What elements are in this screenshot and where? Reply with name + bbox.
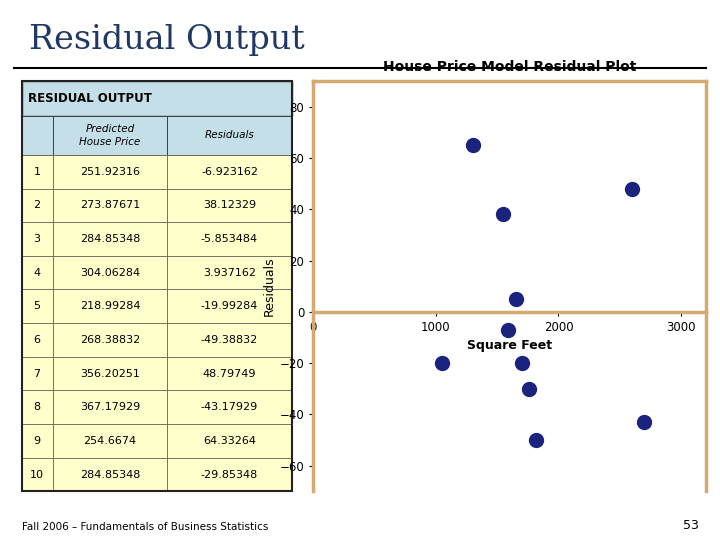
Text: 9: 9 (34, 436, 41, 446)
Text: -49.38832: -49.38832 (201, 335, 258, 345)
Text: Predicted
House Price: Predicted House Price (79, 124, 140, 146)
FancyBboxPatch shape (167, 424, 292, 458)
Point (531, 436, 542, 444)
Text: Residuals: Residuals (204, 130, 254, 140)
FancyBboxPatch shape (22, 357, 53, 390)
FancyBboxPatch shape (53, 458, 167, 491)
Text: 268.38832: 268.38832 (80, 335, 140, 345)
FancyBboxPatch shape (22, 256, 53, 289)
FancyBboxPatch shape (167, 116, 292, 155)
FancyBboxPatch shape (22, 458, 53, 491)
FancyBboxPatch shape (22, 81, 292, 116)
Text: 38.12329: 38.12329 (203, 200, 256, 211)
Text: 356.20251: 356.20251 (80, 369, 140, 379)
Text: -6.923162: -6.923162 (201, 167, 258, 177)
FancyBboxPatch shape (22, 424, 53, 458)
Text: 1: 1 (34, 167, 40, 177)
FancyBboxPatch shape (53, 390, 167, 424)
Text: 53: 53 (683, 519, 698, 532)
Point (510, 295, 521, 303)
Point (516, 359, 528, 368)
X-axis label: Square Feet: Square Feet (467, 340, 552, 353)
Text: 254.6674: 254.6674 (84, 436, 137, 446)
FancyBboxPatch shape (167, 222, 292, 256)
FancyBboxPatch shape (53, 188, 167, 222)
Text: RESIDUAL OUTPUT: RESIDUAL OUTPUT (28, 92, 152, 105)
Text: 5: 5 (34, 301, 40, 311)
FancyBboxPatch shape (22, 188, 53, 222)
Point (523, 384, 535, 393)
FancyBboxPatch shape (167, 390, 292, 424)
Text: 48.79749: 48.79749 (203, 369, 256, 379)
Text: 284.85348: 284.85348 (80, 234, 140, 244)
FancyBboxPatch shape (167, 458, 292, 491)
Text: 251.92316: 251.92316 (80, 167, 140, 177)
Text: 3.937162: 3.937162 (203, 268, 256, 278)
Text: 284.85348: 284.85348 (80, 470, 140, 480)
FancyBboxPatch shape (167, 289, 292, 323)
FancyBboxPatch shape (53, 222, 167, 256)
FancyBboxPatch shape (167, 357, 292, 390)
FancyBboxPatch shape (53, 116, 167, 155)
Point (436, 359, 448, 368)
Text: -19.99284: -19.99284 (201, 301, 258, 311)
Text: 64.33264: 64.33264 (203, 436, 256, 446)
Text: 4: 4 (34, 268, 41, 278)
Text: -43.17929: -43.17929 (201, 402, 258, 412)
FancyBboxPatch shape (22, 390, 53, 424)
Point (498, 210, 509, 219)
FancyBboxPatch shape (167, 323, 292, 357)
FancyBboxPatch shape (53, 323, 167, 357)
Text: Fall 2006 – Fundamentals of Business Statistics: Fall 2006 – Fundamentals of Business Sta… (22, 522, 268, 532)
Text: 7: 7 (34, 369, 41, 379)
Point (639, 418, 650, 427)
FancyBboxPatch shape (22, 155, 53, 188)
FancyBboxPatch shape (53, 289, 167, 323)
FancyBboxPatch shape (53, 357, 167, 390)
Text: -29.85348: -29.85348 (201, 470, 258, 480)
FancyBboxPatch shape (22, 116, 53, 155)
FancyBboxPatch shape (22, 323, 53, 357)
Text: 10: 10 (30, 470, 44, 480)
Text: 8: 8 (34, 402, 41, 412)
FancyBboxPatch shape (53, 424, 167, 458)
Text: 2: 2 (34, 200, 41, 211)
Text: 273.87671: 273.87671 (80, 200, 140, 211)
Text: -5.853484: -5.853484 (201, 234, 258, 244)
FancyBboxPatch shape (53, 256, 167, 289)
FancyBboxPatch shape (167, 155, 292, 188)
FancyBboxPatch shape (22, 289, 53, 323)
Text: 3: 3 (34, 234, 40, 244)
Text: 304.06284: 304.06284 (80, 268, 140, 278)
FancyBboxPatch shape (167, 188, 292, 222)
Text: Residual Output: Residual Output (29, 24, 305, 56)
Title: House Price Model Residual Plot: House Price Model Residual Plot (383, 60, 636, 75)
Text: 6: 6 (34, 335, 40, 345)
Point (467, 141, 478, 150)
FancyBboxPatch shape (22, 222, 53, 256)
Text: 367.17929: 367.17929 (80, 402, 140, 412)
FancyBboxPatch shape (167, 256, 292, 289)
Y-axis label: Residuals: Residuals (262, 256, 275, 316)
Point (626, 185, 638, 193)
FancyBboxPatch shape (53, 155, 167, 188)
Text: 218.99284: 218.99284 (80, 301, 140, 311)
Point (503, 326, 514, 334)
